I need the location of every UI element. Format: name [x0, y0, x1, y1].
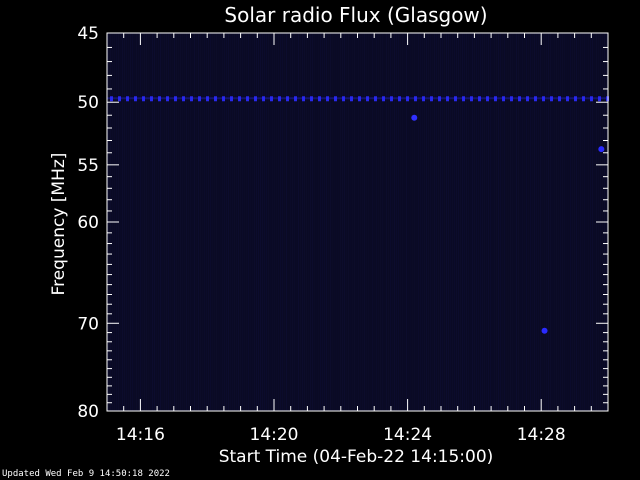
bright-spot	[541, 327, 548, 334]
x-tick-label: 14:16	[116, 425, 165, 445]
y-tick-label: 70	[77, 314, 99, 334]
y-tick-label: 60	[77, 213, 99, 233]
y-axis-label: Frequency [MHz]	[49, 153, 69, 296]
interference-band	[107, 96, 609, 102]
x-tick-label: 14:28	[517, 425, 566, 445]
bright-spot	[598, 146, 605, 153]
y-tick-label: 80	[77, 402, 99, 422]
x-tick-label: 14:24	[383, 425, 432, 445]
chart-title: Solar radio Flux (Glasgow)	[224, 3, 487, 27]
spectrogram-area	[107, 33, 608, 411]
x-axis-label: Start Time (04-Feb-22 14:15:00)	[219, 447, 494, 467]
y-tick-label: 55	[77, 156, 99, 176]
x-tick-label: 14:20	[250, 425, 299, 445]
updated-timestamp: Updated Wed Feb 9 14:50:18 2022	[2, 469, 170, 479]
y-tick-label: 45	[77, 24, 99, 44]
y-tick-label: 50	[77, 93, 99, 113]
bright-spot	[411, 114, 418, 121]
